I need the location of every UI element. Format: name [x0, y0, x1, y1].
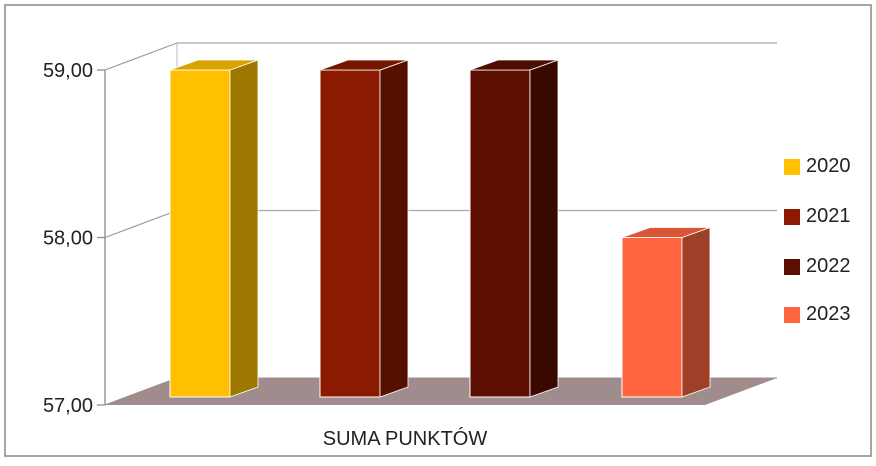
bar-side — [681, 226, 711, 398]
legend-label: 2022 — [806, 255, 851, 277]
bar-2022 — [469, 59, 559, 398]
bar-top — [469, 59, 559, 71]
bar-top — [319, 59, 409, 71]
bar-front — [469, 69, 531, 398]
bar-side — [229, 59, 259, 398]
legend-swatch — [784, 158, 800, 175]
legend-label: 2023 — [806, 303, 851, 325]
legend-label: 2020 — [806, 155, 851, 177]
bar-side — [529, 59, 559, 398]
bar-front — [169, 69, 231, 398]
legend-item-2023: 2023 — [784, 303, 851, 326]
legend-swatch — [784, 258, 800, 275]
gridline-diagonal — [104, 42, 178, 71]
legend-swatch — [784, 306, 800, 323]
bar-front — [319, 69, 381, 398]
bar-2023 — [621, 226, 711, 398]
legend-item-2022: 2022 — [784, 255, 851, 278]
bar-top — [621, 227, 711, 238]
y-tick-label: 59,00 — [43, 60, 93, 82]
legend-item-2020: 2020 — [784, 155, 851, 178]
legend-swatch — [784, 208, 800, 225]
chart-border — [4, 4, 872, 457]
bar-top — [169, 59, 259, 71]
bar-front — [621, 237, 683, 398]
legend-label: 2021 — [806, 205, 851, 227]
y-tick-label: 57,00 — [43, 395, 93, 417]
bar-2021 — [319, 59, 409, 398]
bar-side — [379, 59, 409, 398]
gridline-diagonal — [104, 209, 178, 239]
y-tick-label: 58,00 — [43, 228, 93, 250]
x-axis-label: SUMA PUNKTÓW — [323, 427, 488, 450]
chart-floor — [105, 378, 777, 405]
bar-2020 — [169, 59, 259, 398]
legend-item-2021: 2021 — [784, 205, 851, 228]
